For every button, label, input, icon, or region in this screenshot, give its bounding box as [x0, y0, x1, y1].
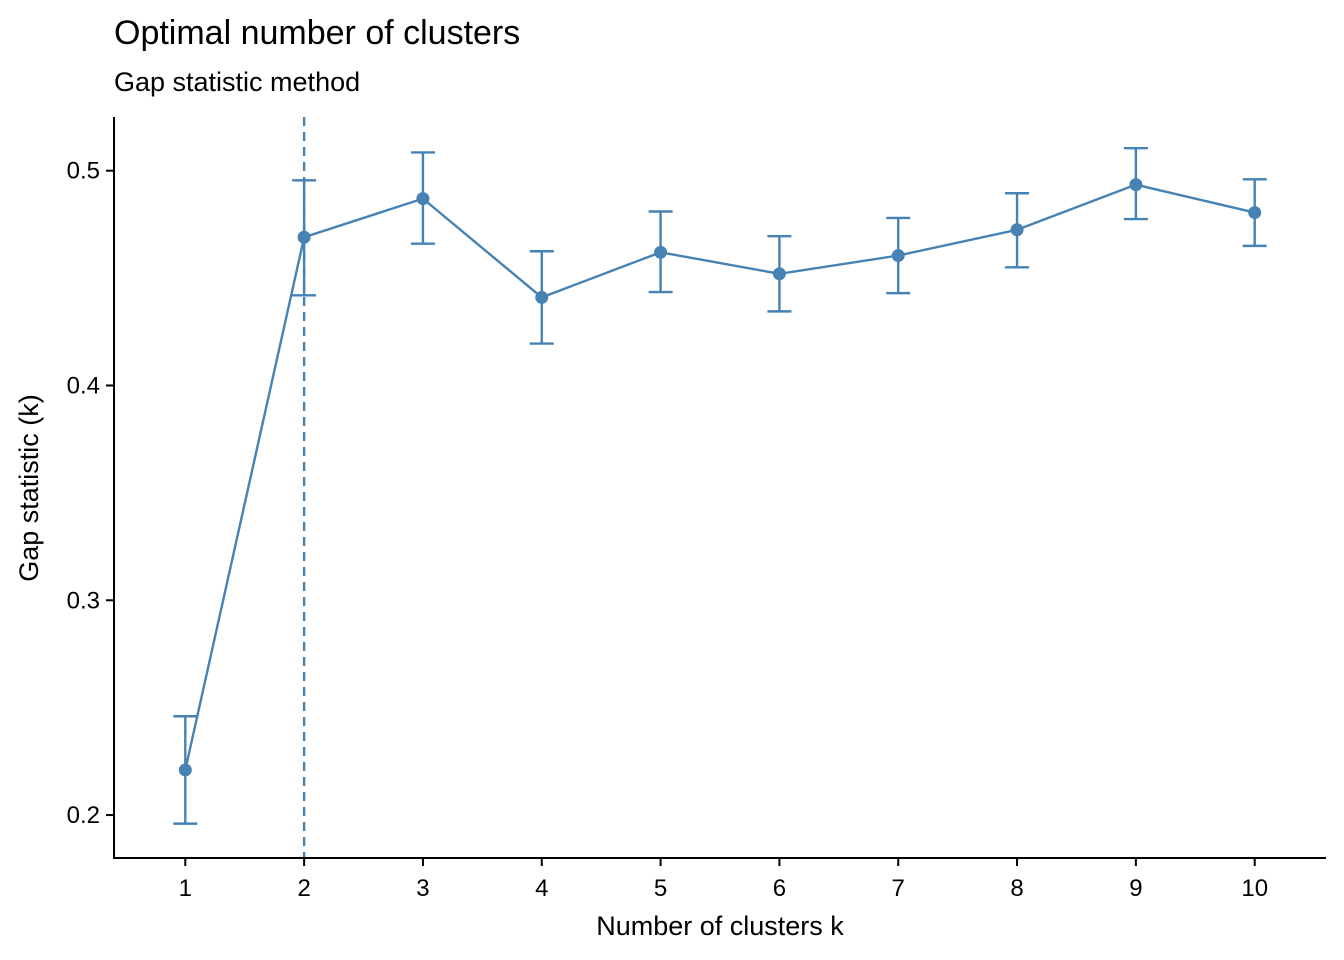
- data-point: [1010, 223, 1024, 237]
- x-tick-label: 3: [416, 875, 429, 902]
- data-point: [1129, 178, 1143, 192]
- x-tick-label: 10: [1241, 875, 1268, 902]
- y-tick-label: 0.5: [67, 158, 100, 185]
- x-tick-label: 7: [892, 875, 905, 902]
- x-tick-label: 4: [535, 875, 548, 902]
- data-point: [535, 290, 549, 304]
- y-axis-title: Gap statistic (k): [14, 394, 44, 582]
- series-line: [184, 183, 1255, 771]
- y-tick-label: 0.4: [67, 372, 100, 399]
- plot-area: [173, 117, 1267, 858]
- x-tick-label: 9: [1129, 875, 1142, 902]
- data-point: [178, 763, 192, 777]
- x-tick-label: 1: [179, 875, 192, 902]
- data-point: [297, 230, 311, 244]
- x-tick-label: 6: [773, 875, 786, 902]
- x-tick-label: 2: [297, 875, 310, 902]
- chart-subtitle: Gap statistic method: [114, 67, 360, 97]
- x-tick-label: 8: [1010, 875, 1023, 902]
- y-axis: 0.2 0.3 0.4 0.5: [67, 158, 114, 829]
- x-axis: 1 2 3 4 5 6 7 8 9 10: [179, 858, 1268, 902]
- data-point: [416, 192, 430, 206]
- data-point: [654, 245, 668, 259]
- y-tick-label: 0.2: [67, 802, 100, 829]
- x-tick-label: 5: [654, 875, 667, 902]
- data-point: [772, 267, 786, 281]
- data-point: [891, 249, 905, 263]
- y-tick-label: 0.3: [67, 587, 100, 614]
- chart-title: Optimal number of clusters: [114, 14, 520, 52]
- data-point: [1248, 206, 1262, 220]
- x-axis-title: Number of clusters k: [596, 911, 844, 941]
